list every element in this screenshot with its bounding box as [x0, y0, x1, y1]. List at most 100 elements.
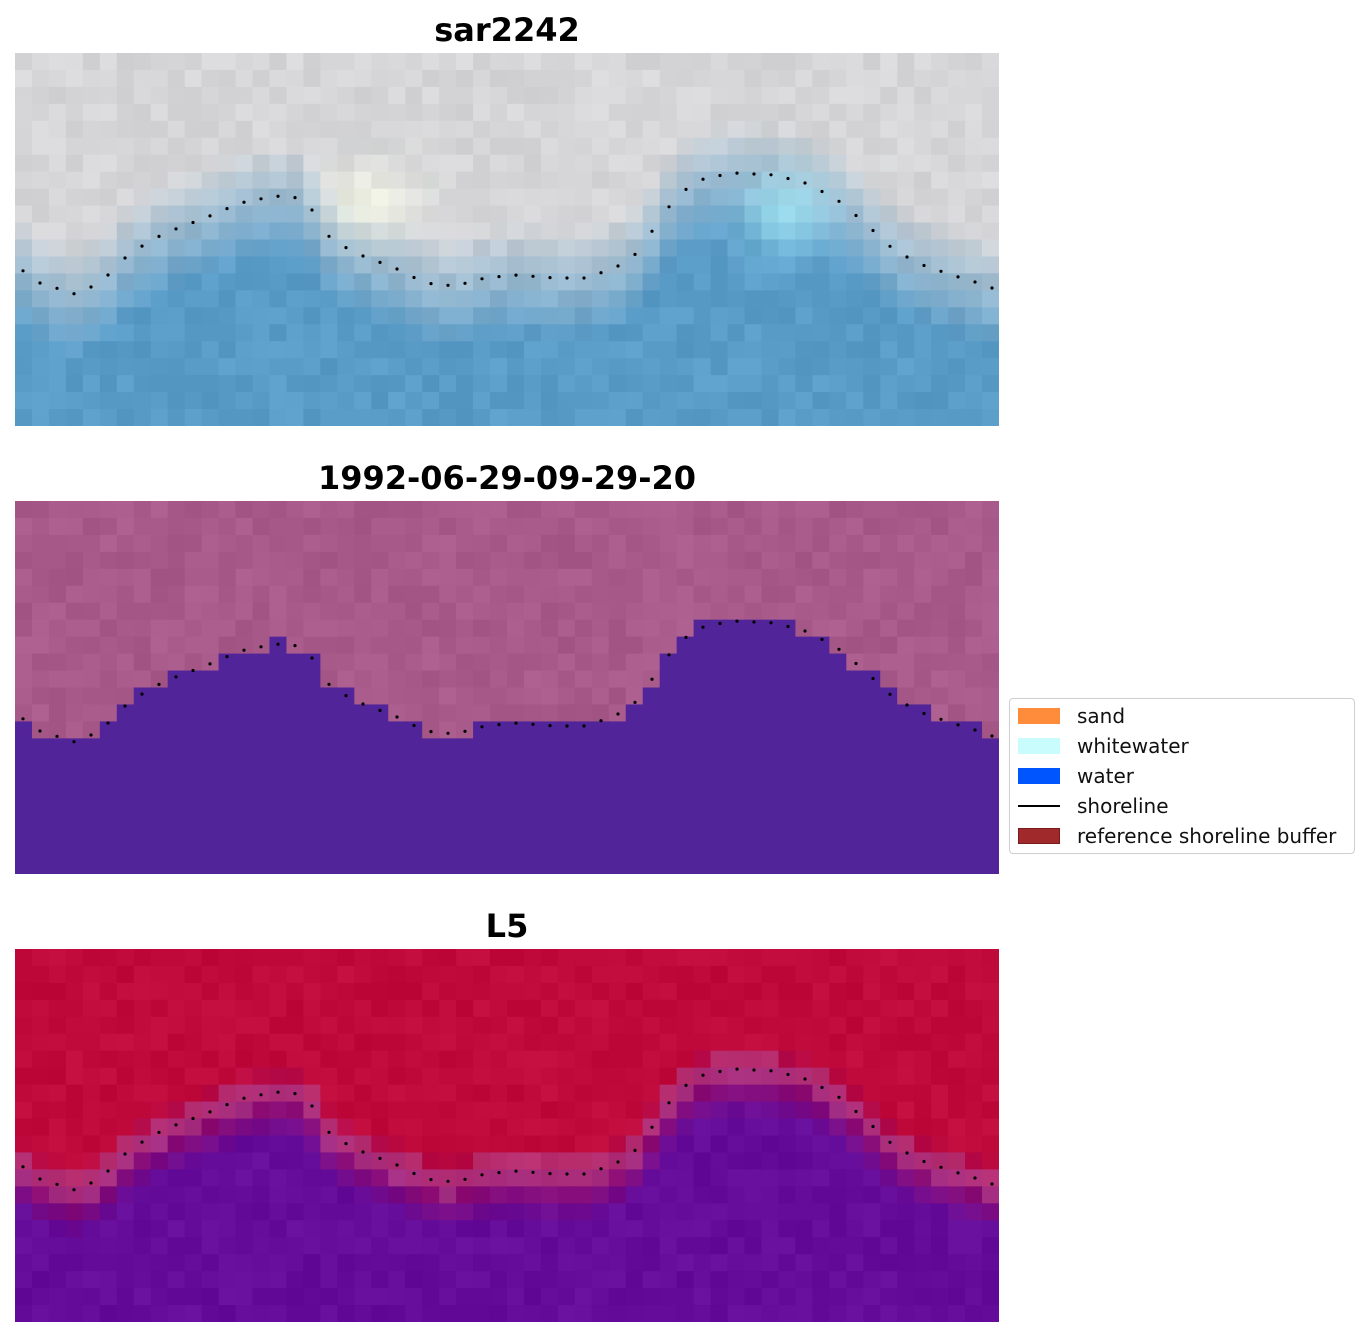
- pixel-cell: [863, 103, 881, 122]
- pixel-cell: [405, 239, 423, 258]
- pixel-cell: [744, 704, 763, 722]
- pixel-cell: [727, 789, 746, 807]
- pixel-cell: [846, 1237, 864, 1255]
- pixel-cell: [523, 1305, 542, 1322]
- pixel-cell: [116, 120, 135, 139]
- pixel-cell: [235, 806, 254, 824]
- pixel-cell: [829, 1220, 847, 1238]
- pixel-cell: [863, 1016, 881, 1035]
- pixel-cell: [829, 602, 847, 621]
- pixel-cell: [371, 1050, 389, 1069]
- pixel-cell: [269, 273, 288, 291]
- pixel-cell: [829, 1135, 847, 1154]
- pixel-cell: [252, 670, 271, 689]
- pixel-cell: [591, 375, 610, 393]
- pixel-cell: [982, 1101, 999, 1120]
- pixel-cell: [150, 1288, 169, 1306]
- pixel-cell: [116, 307, 135, 325]
- pixel-cell: [337, 188, 355, 207]
- pixel-cell: [965, 1033, 983, 1052]
- pixel-cell: [269, 949, 288, 967]
- pixel-cell: [778, 137, 797, 156]
- pixel-cell: [523, 585, 542, 604]
- pixel-cell: [286, 86, 305, 105]
- pixel-cell: [48, 137, 67, 156]
- pixel-cell: [591, 704, 610, 722]
- pixel-cell: [540, 670, 559, 689]
- pixel-cell: [31, 1067, 50, 1086]
- pixel-cell: [473, 358, 491, 376]
- pixel-cell: [439, 738, 457, 756]
- pixel-cell: [676, 949, 695, 967]
- pixel-cell: [65, 1050, 84, 1069]
- legend-item-shoreline: shoreline: [1018, 794, 1169, 818]
- pixel-cell: [82, 806, 101, 824]
- pixel-cell: [761, 965, 780, 984]
- pixel-cell: [863, 1169, 881, 1187]
- pixel-cell: [795, 965, 813, 984]
- pixel-cell: [65, 1203, 84, 1221]
- pixel-cell: [116, 949, 135, 967]
- pixel-cell: [507, 999, 525, 1018]
- pixel-cell: [761, 69, 780, 88]
- shoreline-point: [463, 281, 467, 285]
- pixel-cell: [965, 69, 983, 88]
- pixel-cell: [761, 1237, 780, 1255]
- pixel-cell: [490, 53, 508, 71]
- pixel-cell: [761, 738, 780, 756]
- pixel-cell: [218, 982, 237, 1001]
- shoreline-point: [106, 273, 110, 277]
- pixel-cell: [439, 568, 457, 587]
- pixel-cell: [354, 1305, 372, 1322]
- pixel-cell: [473, 392, 491, 410]
- shoreline-point: [55, 734, 59, 738]
- pixel-cell: [523, 1271, 542, 1289]
- pixel-cell: [65, 857, 84, 874]
- pixel-cell: [863, 1220, 881, 1238]
- pixel-cell: [727, 256, 746, 274]
- pixel-cell: [269, 307, 288, 325]
- pixel-cell: [965, 501, 983, 519]
- pixel-cell: [31, 358, 50, 376]
- pixel-cell: [337, 1067, 355, 1086]
- pixel-cell: [982, 53, 999, 71]
- pixel-cell: [914, 1169, 932, 1187]
- pixel-cell: [388, 551, 406, 570]
- shoreline-point: [429, 282, 433, 286]
- pixel-cell: [744, 999, 763, 1018]
- pixel-cell: [65, 704, 84, 722]
- shoreline-point: [89, 1181, 93, 1185]
- pixel-cell: [574, 534, 593, 553]
- pixel-cell: [167, 1016, 186, 1035]
- pixel-cell: [15, 171, 33, 190]
- pixel-cell: [65, 1288, 84, 1306]
- pixel-cell: [99, 517, 118, 536]
- pixel-cell: [727, 341, 746, 359]
- pixel-cell: [897, 1135, 915, 1154]
- pixel-cell: [812, 103, 830, 122]
- pixel-cell: [218, 857, 237, 874]
- pixel-cell: [116, 704, 135, 722]
- pixel-cell: [269, 857, 288, 874]
- pixel-cell: [625, 501, 644, 519]
- pixel-cell: [523, 205, 542, 224]
- pixel-cell: [591, 222, 610, 241]
- shoreline-point: [769, 621, 773, 625]
- pixel-cell: [371, 1067, 389, 1086]
- pixel-cell: [320, 1220, 338, 1238]
- pixel-cell: [371, 1118, 389, 1137]
- pixel-cell: [473, 1152, 491, 1170]
- pixel-cell: [439, 619, 457, 638]
- pixel-cell: [761, 517, 780, 536]
- pixel-cell: [540, 517, 559, 536]
- pixel-cell: [82, 375, 101, 393]
- pixel-cell: [659, 341, 678, 359]
- pixel-cell: [727, 999, 746, 1018]
- pixel-cell: [99, 103, 118, 122]
- pixel-cell: [150, 120, 169, 139]
- pixel-cell: [591, 965, 610, 984]
- pixel-cell: [65, 653, 84, 672]
- pixel-cell: [456, 619, 474, 638]
- pixel-cell: [473, 1254, 491, 1272]
- pixel-cell: [286, 290, 305, 308]
